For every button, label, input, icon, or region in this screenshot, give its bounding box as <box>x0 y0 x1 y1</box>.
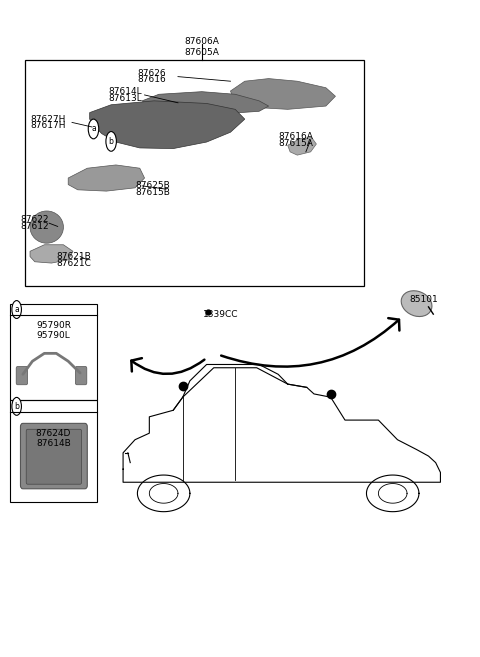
Polygon shape <box>142 92 269 114</box>
FancyBboxPatch shape <box>21 423 87 489</box>
Text: 87617H: 87617H <box>30 121 66 130</box>
FancyArrowPatch shape <box>221 318 399 367</box>
Polygon shape <box>288 137 316 155</box>
Text: 87624D
87614B: 87624D 87614B <box>36 429 71 448</box>
Text: a: a <box>14 305 19 314</box>
Text: 87626: 87626 <box>137 69 166 78</box>
Text: 87616A: 87616A <box>278 132 313 141</box>
Polygon shape <box>68 165 144 191</box>
FancyBboxPatch shape <box>26 429 82 484</box>
Text: 87614L: 87614L <box>109 87 143 96</box>
Ellipse shape <box>30 211 63 243</box>
Text: 87615B: 87615B <box>135 188 170 197</box>
Text: b: b <box>14 402 19 411</box>
Ellipse shape <box>12 300 22 319</box>
Text: 87625B: 87625B <box>135 181 170 191</box>
Polygon shape <box>90 101 245 148</box>
Ellipse shape <box>88 119 99 139</box>
Polygon shape <box>123 368 441 482</box>
Text: 87622: 87622 <box>21 215 49 225</box>
Text: 87627H: 87627H <box>30 115 65 124</box>
Text: 87606A
87605A: 87606A 87605A <box>184 37 219 57</box>
Text: 87613L: 87613L <box>109 94 143 102</box>
Ellipse shape <box>12 397 22 415</box>
Polygon shape <box>367 475 419 512</box>
Ellipse shape <box>401 291 432 317</box>
Ellipse shape <box>106 131 116 151</box>
Text: 87621C: 87621C <box>56 259 91 267</box>
FancyArrowPatch shape <box>132 358 204 374</box>
Polygon shape <box>230 79 336 109</box>
Text: 87621B: 87621B <box>56 252 91 261</box>
Polygon shape <box>137 475 190 512</box>
Polygon shape <box>30 245 73 263</box>
Bar <box>25 60 364 286</box>
Text: 87616: 87616 <box>137 76 166 84</box>
FancyBboxPatch shape <box>75 367 87 385</box>
Text: a: a <box>91 124 96 133</box>
Bar <box>10 304 97 401</box>
Text: 1339CC: 1339CC <box>203 309 239 319</box>
Text: 87612: 87612 <box>21 222 49 231</box>
Bar <box>10 401 97 502</box>
Text: 87615A: 87615A <box>278 139 313 148</box>
FancyBboxPatch shape <box>16 367 28 385</box>
Text: 95790R
95790L: 95790R 95790L <box>36 321 71 340</box>
Text: 85101: 85101 <box>409 294 438 304</box>
Text: b: b <box>108 137 114 146</box>
